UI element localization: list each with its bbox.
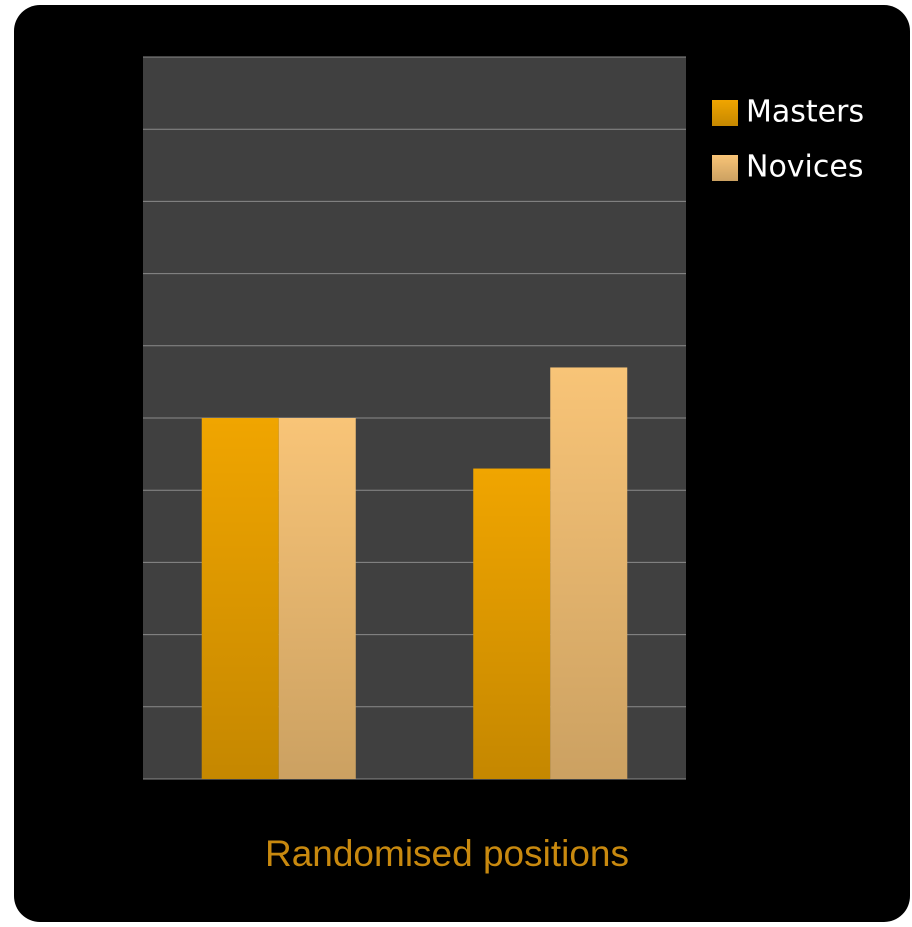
bar xyxy=(473,468,551,779)
bar xyxy=(278,418,356,779)
legend-swatch-shade xyxy=(712,155,738,181)
x-axis-title: Randomised positions xyxy=(265,833,629,874)
bar xyxy=(201,418,279,779)
legend-swatch-shade xyxy=(712,100,738,126)
legend-label: Novices xyxy=(746,150,863,185)
bar xyxy=(550,367,628,779)
legend-label: Masters xyxy=(746,95,864,130)
